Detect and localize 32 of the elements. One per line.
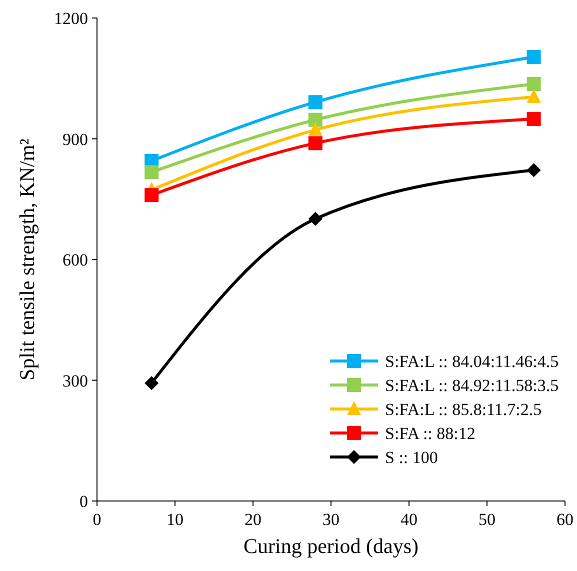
y-tick-label: 900: [62, 130, 88, 149]
point: [526, 50, 541, 64]
point: [308, 136, 322, 150]
legend-label: S:FA :: 88:12: [385, 424, 476, 443]
point: [144, 188, 159, 202]
legend-label: S:FA:L :: 85.8:11.7:2.5: [385, 400, 542, 419]
x-tick-label: 60: [556, 510, 574, 529]
x-tick-label: 20: [244, 510, 262, 529]
point: [308, 95, 322, 110]
x-tick-label: 50: [478, 510, 496, 529]
legend-label: S :: 100: [385, 448, 438, 467]
y-tick-label: 300: [62, 371, 88, 390]
point: [144, 165, 159, 180]
legend-label: S:FA:L :: 84.04:11.46:4.5: [385, 352, 559, 371]
x-tick-label: 10: [166, 510, 184, 529]
y-tick-label: 0: [80, 492, 88, 511]
point: [308, 212, 322, 226]
y-axis-title: Split tensile strength, KN/m²: [15, 138, 39, 380]
y-tick-label: 600: [62, 250, 88, 270]
y-tick-label: 1200: [54, 9, 88, 28]
x-axis-title: Curing period (days): [244, 534, 418, 558]
legend-label: S:FA:L :: 84.92:11.58:3.5: [385, 376, 559, 395]
x-tick-label: 30: [322, 510, 340, 529]
point: [308, 122, 322, 136]
point: [526, 88, 541, 103]
x-tick-label: 40: [400, 510, 418, 529]
point: [526, 163, 541, 178]
point: [526, 112, 541, 126]
point: [308, 112, 322, 127]
x-tick-label: 0: [92, 510, 102, 529]
point: [526, 77, 541, 92]
point: [144, 376, 159, 390]
